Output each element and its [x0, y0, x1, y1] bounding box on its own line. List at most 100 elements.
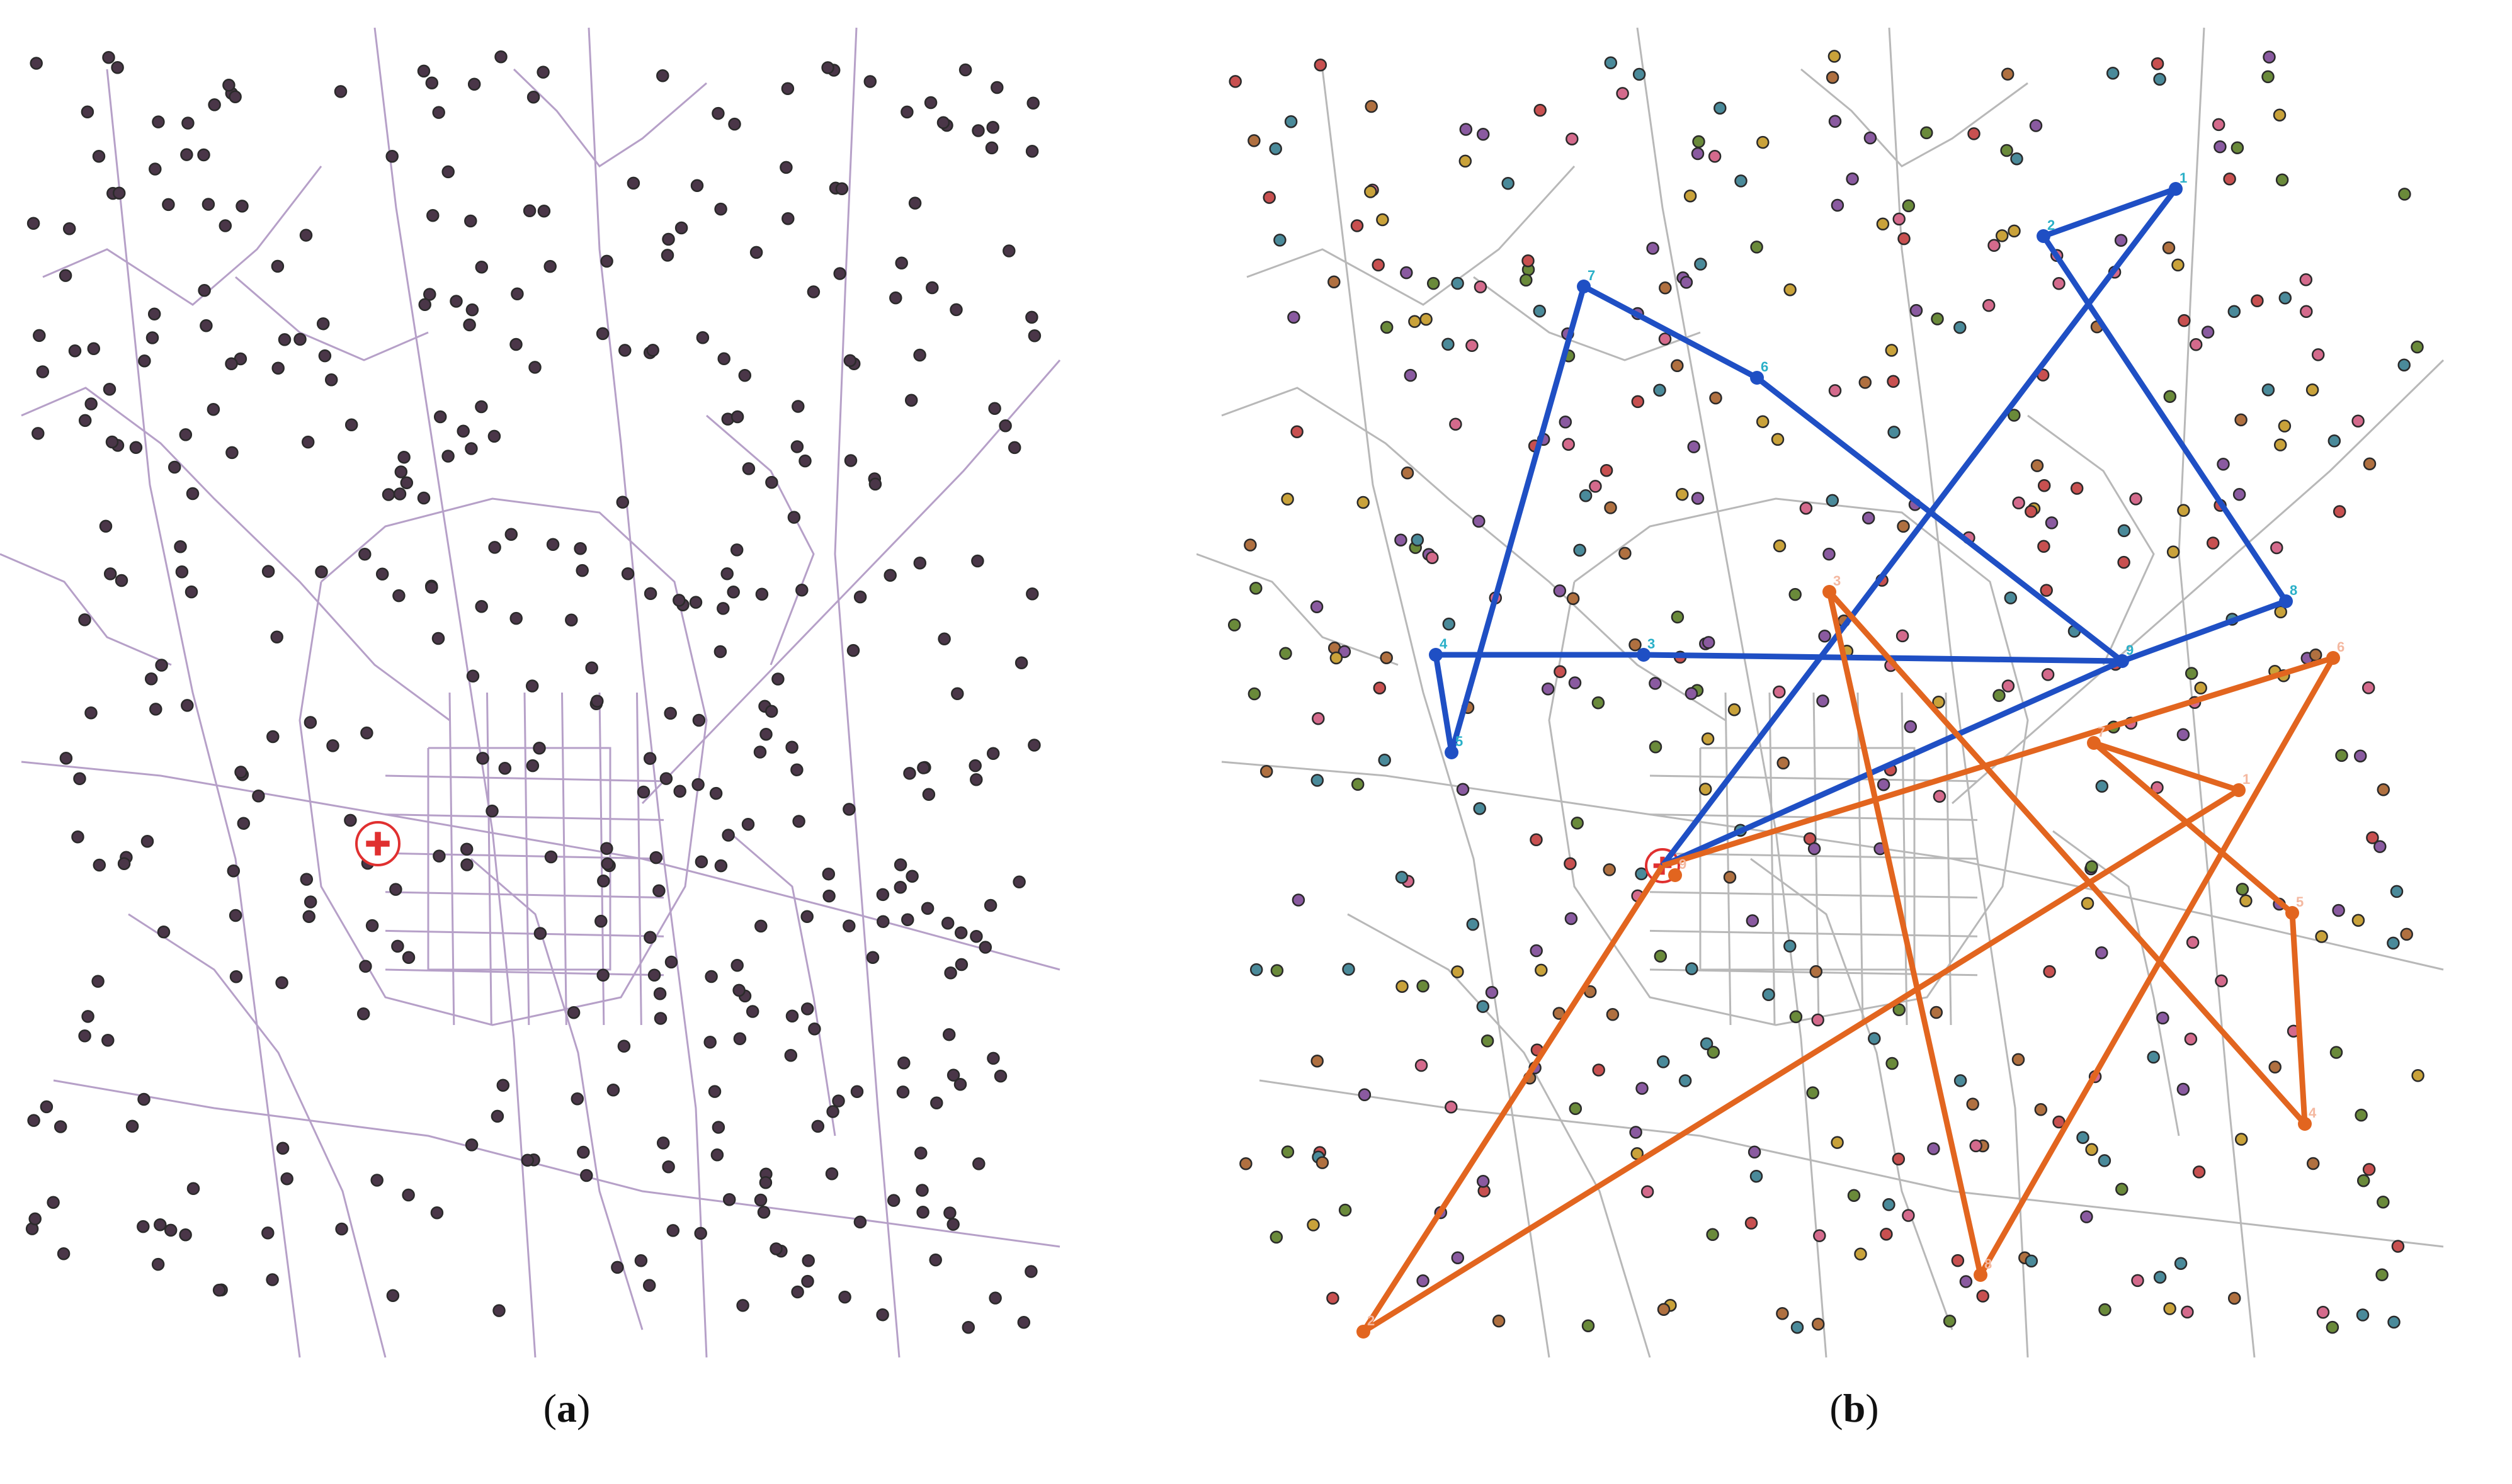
customer-point: [2115, 1182, 2128, 1196]
customer-point: [1701, 732, 1715, 745]
customer-point: [634, 1254, 648, 1267]
customer-point: [853, 1215, 867, 1229]
customer-point: [991, 81, 1004, 94]
customer-point: [790, 763, 804, 776]
customer-point: [2095, 779, 2109, 793]
customer-point: [822, 889, 836, 903]
customer-point: [386, 1289, 400, 1302]
customer-point: [637, 785, 651, 799]
customer-point: [2163, 390, 2177, 404]
road: [1649, 891, 1978, 899]
customer-point: [1442, 617, 1456, 631]
customer-point: [1017, 1315, 1031, 1329]
customer-point: [644, 931, 657, 944]
customer-point: [101, 1034, 115, 1047]
customer-point: [921, 902, 935, 915]
road: [1901, 692, 1908, 1026]
customer-point: [181, 116, 195, 130]
customer-point: [1618, 547, 1632, 560]
customer-point: [901, 105, 914, 119]
customer-point: [487, 429, 501, 443]
customer-point: [1776, 756, 1790, 770]
customer-point: [771, 672, 785, 686]
road: [1724, 692, 1732, 1026]
customer-point: [138, 354, 151, 368]
customer-point: [68, 344, 82, 358]
customer-point: [742, 462, 756, 475]
customer-point: [1635, 1082, 1649, 1095]
customer-point: [1885, 1056, 1899, 1070]
orange-route-stop: [1356, 1325, 1370, 1339]
customer-point: [115, 574, 128, 587]
customer-point: [1562, 438, 1575, 451]
customer-point: [1826, 494, 1839, 507]
customer-point: [81, 105, 94, 119]
customer-point: [953, 1077, 967, 1091]
a-customer-points: [25, 50, 1042, 1334]
customer-point: [137, 1220, 150, 1233]
customer-point: [2174, 1257, 2188, 1270]
customer-point: [2153, 72, 2166, 86]
customer-point: [1929, 1005, 1943, 1019]
road: [1952, 359, 2445, 805]
customer-point: [1658, 332, 1672, 346]
customer-point: [1749, 1169, 1763, 1183]
customer-point: [393, 487, 407, 501]
customer-point: [1451, 1251, 1465, 1264]
orange-route-stop: [1668, 868, 1682, 882]
customer-point: [1649, 677, 1662, 690]
customer-point: [591, 694, 604, 708]
customer-point: [1559, 415, 1572, 429]
customer-point: [644, 587, 657, 601]
customer-point: [971, 554, 984, 568]
road: [21, 387, 450, 722]
customer-point: [1880, 1227, 1893, 1241]
customer-point: [2114, 234, 2128, 247]
customer-point: [400, 476, 414, 490]
map-b: 1 2 3 4 5 6 7 8 9 1 2 3 4 5 6 7 8 9: [1196, 27, 2445, 1358]
customer-point: [528, 361, 542, 374]
customer-point: [2070, 482, 2084, 495]
customer-point: [236, 200, 249, 213]
orange-route-stop: [2232, 783, 2246, 797]
customer-point: [1373, 681, 1387, 694]
customer-point: [2080, 1210, 2093, 1223]
customer-point: [1394, 533, 1407, 547]
customer-point: [781, 82, 795, 95]
b-customer-points: [1227, 50, 2424, 1334]
customer-point: [1025, 310, 1038, 324]
blue-route-stop: [1429, 648, 1443, 662]
customer-point: [2234, 1133, 2248, 1146]
customer-point: [877, 915, 890, 929]
customer-point: [894, 858, 907, 871]
customer-point: [324, 373, 338, 387]
road: [2052, 830, 2180, 1136]
road: [0, 553, 172, 666]
customer-point: [157, 925, 171, 939]
customer-point: [227, 864, 241, 878]
customer-point: [1480, 1034, 1494, 1048]
customer-point: [47, 1196, 60, 1209]
customer-point: [984, 898, 997, 912]
customer-point: [1485, 985, 1499, 999]
panel-a: (a): [0, 0, 1134, 1484]
customer-point: [271, 259, 285, 273]
customer-point: [2373, 840, 2387, 853]
customer-point: [36, 365, 50, 378]
customer-point: [261, 565, 275, 578]
customer-point: [2366, 831, 2379, 844]
customer-point: [441, 165, 455, 179]
customer-point: [318, 349, 332, 363]
customer-point: [526, 759, 540, 773]
customer-point: [1654, 949, 1668, 963]
customer-point: [1927, 1142, 1940, 1155]
customer-point: [1566, 592, 1580, 605]
customer-point: [476, 752, 489, 765]
customer-point: [1604, 501, 1617, 514]
road: [385, 891, 664, 899]
blue-route-line: [1433, 186, 2289, 869]
customer-point: [780, 161, 793, 174]
customer-point: [1327, 275, 1341, 288]
caption-b: (b): [1196, 1385, 2512, 1432]
customer-point: [1416, 979, 1429, 993]
